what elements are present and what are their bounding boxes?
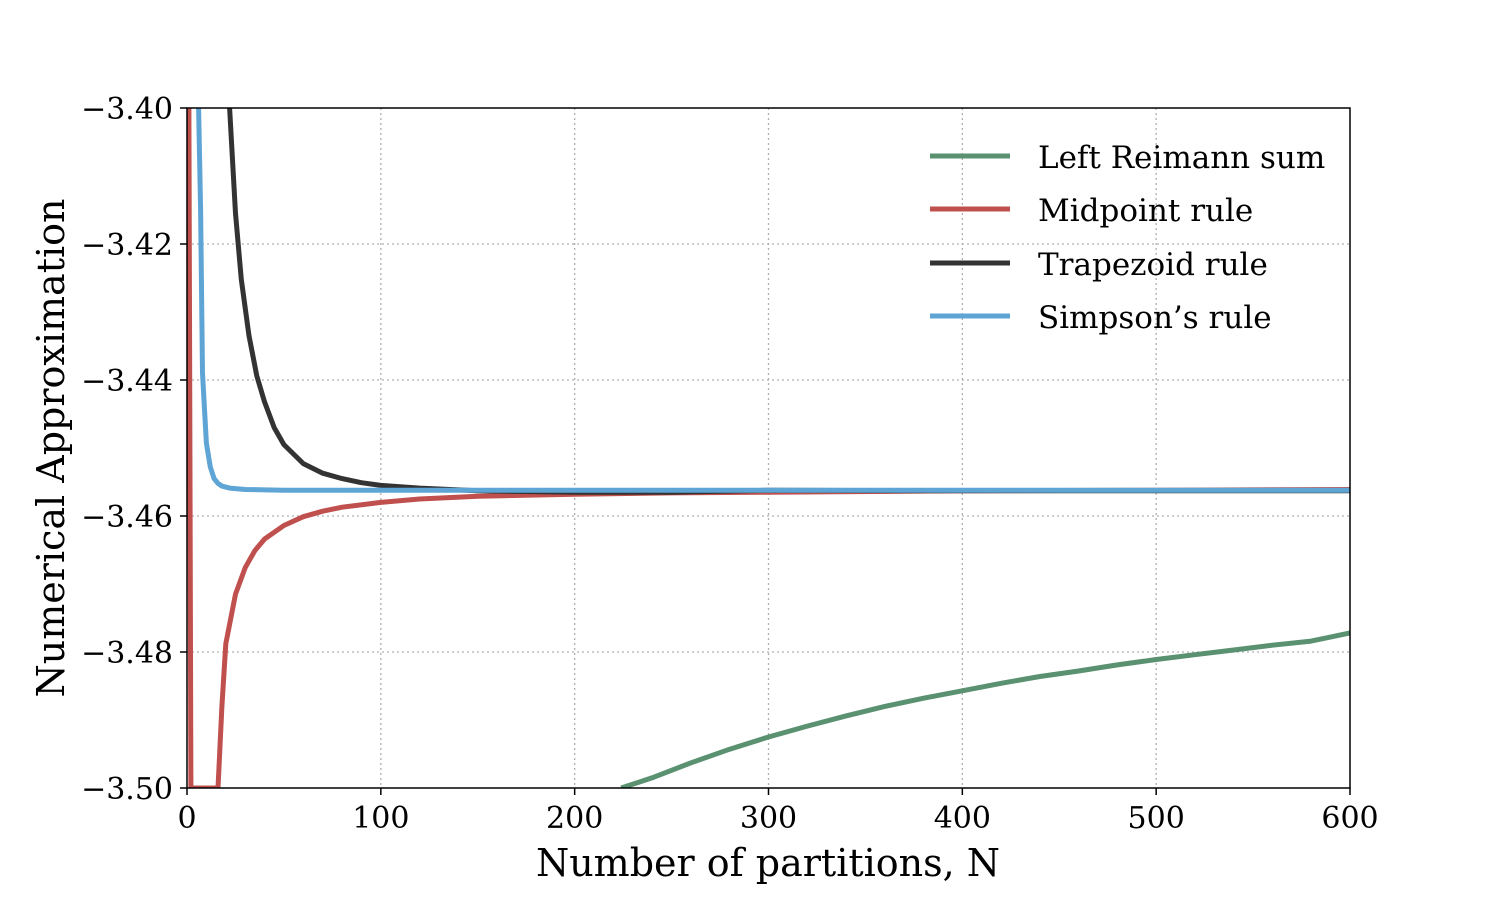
grid bbox=[187, 108, 1350, 788]
series-lines bbox=[187, 108, 1350, 788]
y-tick-label: −3.48 bbox=[81, 636, 173, 671]
x-tick-label: 100 bbox=[352, 801, 409, 836]
x-axis-title: Number of partitions, N bbox=[536, 841, 1000, 885]
x-tick-label: 300 bbox=[740, 801, 797, 836]
y-tick-label: −3.44 bbox=[81, 364, 173, 399]
x-tick-label: 200 bbox=[546, 801, 603, 836]
legend-label-midpoint: Midpoint rule bbox=[1038, 193, 1253, 229]
series-line-left-reimann-sum bbox=[620, 630, 1350, 788]
plot-area bbox=[187, 108, 1350, 788]
x-tick-label: 0 bbox=[177, 801, 196, 836]
series-line-simpson-s-rule bbox=[196, 108, 1350, 493]
x-tick-label: 400 bbox=[934, 801, 991, 836]
legend-label-simpson: Simpson’s rule bbox=[1038, 300, 1272, 336]
x-tick-label: 500 bbox=[1128, 801, 1185, 836]
y-axis-title: Numerical Approximation bbox=[29, 199, 73, 698]
x-tick-label: 600 bbox=[1321, 801, 1378, 836]
y-tick-label: −3.50 bbox=[81, 772, 173, 807]
y-tick-label: −3.46 bbox=[81, 500, 173, 535]
legend-item-trapezoid: Trapezoid rule bbox=[930, 247, 1268, 283]
x-axis: 0 100 200 300 400 500 600 bbox=[177, 788, 1379, 836]
y-axis: −3.50 −3.48 −3.46 −3.44 −3.42 −3.40 bbox=[81, 92, 187, 807]
legend-label-trapezoid: Trapezoid rule bbox=[1038, 247, 1268, 283]
legend-item-midpoint: Midpoint rule bbox=[930, 193, 1253, 229]
legend-label-left-reimann: Left Reimann sum bbox=[1038, 140, 1325, 176]
y-tick-label: −3.42 bbox=[81, 228, 173, 263]
legend-item-left-reimann: Left Reimann sum bbox=[930, 140, 1325, 176]
legend: Left Reimann sum Midpoint rule Trapezoid… bbox=[930, 140, 1325, 336]
y-tick-label: −3.40 bbox=[81, 92, 173, 127]
legend-item-simpson: Simpson’s rule bbox=[930, 300, 1272, 336]
